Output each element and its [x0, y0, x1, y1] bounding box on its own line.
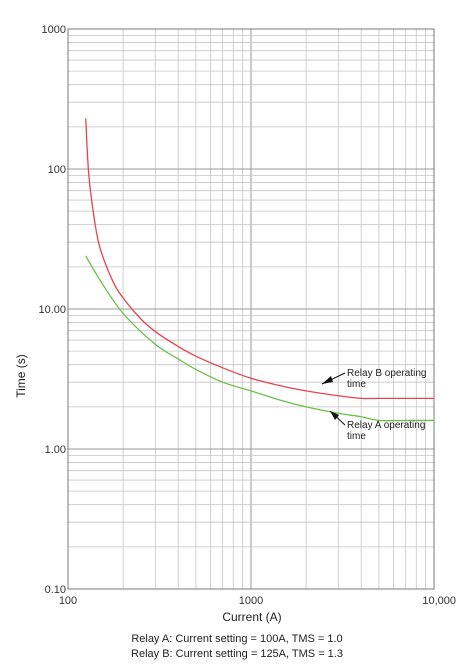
chart-annotations: Relay B operating time Relay A operating… [321, 368, 427, 442]
x-tick-label: 1000 [239, 595, 263, 607]
y-axis-title: Time (s) [14, 354, 28, 398]
y-tick-label: 100 [48, 164, 66, 176]
annotation-relay-a-line1: Relay A operating [347, 420, 425, 431]
chart-series [85, 118, 434, 422]
y-tick-label: 1.00 [45, 444, 66, 456]
x-axis-title: Current (A) [222, 610, 281, 624]
chart-grid [67, 28, 435, 590]
series-line-relay-a [85, 255, 434, 422]
y-tick-label: 10.00 [38, 304, 66, 316]
arrow-icon [322, 376, 333, 384]
arrow-icon [330, 411, 339, 420]
series-line-relay-b [85, 118, 434, 400]
annotation-relay-a: Relay A operating time [329, 410, 425, 442]
x-tick-label: 10,000 [422, 595, 456, 607]
plot-frame [67, 28, 435, 590]
chart-ticks: 0.10 1.00 10.00 100 1000 100 1000 10,000 [38, 24, 456, 607]
x-tick-label: 100 [59, 595, 77, 607]
y-tick-label: 0.10 [45, 584, 66, 596]
caption-relay-a: Relay A: Current setting = 100A, TMS = 1… [131, 633, 343, 645]
caption-relay-b: Relay B: Current setting = 125A, TMS = 1… [131, 648, 343, 660]
annotation-relay-b-line1: Relay B operating [347, 368, 427, 379]
y-tick-label: 1000 [42, 24, 66, 36]
annotation-relay-a-line2: time [347, 431, 366, 442]
annotation-relay-b: Relay B operating time [321, 368, 427, 390]
annotation-relay-b-line2: time [347, 379, 366, 390]
